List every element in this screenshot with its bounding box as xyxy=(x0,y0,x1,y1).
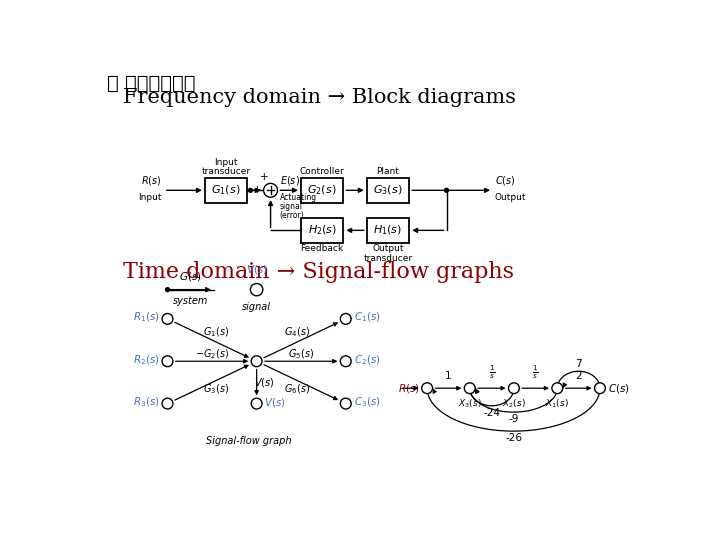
Text: Output
transducer: Output transducer xyxy=(364,244,413,263)
Text: $X_2(s)$: $X_2(s)$ xyxy=(502,397,526,410)
Text: Time domain → Signal-flow graphs: Time domain → Signal-flow graphs xyxy=(122,261,513,283)
Text: $G_5(s)$: $G_5(s)$ xyxy=(288,348,314,361)
Text: $X_3(s)$: $X_3(s)$ xyxy=(458,397,482,410)
Bar xyxy=(366,218,409,242)
Text: 2: 2 xyxy=(575,372,582,381)
Text: $G(s)$: $G(s)$ xyxy=(179,271,202,284)
Circle shape xyxy=(422,383,433,394)
Text: $G_2(s)$: $G_2(s)$ xyxy=(307,184,337,197)
Text: $R_3(s)$: $R_3(s)$ xyxy=(133,395,160,409)
Circle shape xyxy=(341,314,351,325)
Text: $R_2(s)$: $R_2(s)$ xyxy=(133,353,160,367)
Text: $V(s)$: $V(s)$ xyxy=(264,396,286,409)
Circle shape xyxy=(341,356,351,367)
Text: -26: -26 xyxy=(505,434,522,443)
Text: Input
transducer: Input transducer xyxy=(202,158,251,177)
Text: $E(s)$: $E(s)$ xyxy=(280,174,300,187)
Text: Frequency domain → Block diagrams: Frequency domain → Block diagrams xyxy=(122,88,516,107)
Circle shape xyxy=(251,356,262,367)
Text: Controller: Controller xyxy=(300,167,344,177)
Text: $C(s)$: $C(s)$ xyxy=(608,382,629,395)
Text: $G_3(s)$: $G_3(s)$ xyxy=(373,184,402,197)
Circle shape xyxy=(251,398,262,409)
Text: Actuating
signal
(error): Actuating signal (error) xyxy=(280,193,317,220)
Text: -9: -9 xyxy=(508,414,518,424)
Text: 7: 7 xyxy=(575,359,582,369)
Text: $C_2(s)$: $C_2(s)$ xyxy=(354,353,380,367)
Text: $\frac{1}{s}$: $\frac{1}{s}$ xyxy=(489,364,495,381)
Circle shape xyxy=(595,383,606,394)
Text: $H_1(s)$: $H_1(s)$ xyxy=(374,224,402,237)
Text: $G_4(s)$: $G_4(s)$ xyxy=(284,326,310,339)
Circle shape xyxy=(166,288,169,292)
Circle shape xyxy=(162,398,173,409)
Circle shape xyxy=(251,284,263,296)
Bar xyxy=(204,178,248,202)
Text: +: + xyxy=(260,172,269,182)
Text: Feedback: Feedback xyxy=(300,244,343,253)
Text: $R_1(s)$: $R_1(s)$ xyxy=(133,310,160,324)
Text: Plant: Plant xyxy=(377,167,400,177)
Circle shape xyxy=(341,398,351,409)
Text: $G_6(s)$: $G_6(s)$ xyxy=(284,382,310,396)
Text: Signal-flow graph: Signal-flow graph xyxy=(206,436,292,446)
Text: Output: Output xyxy=(495,193,526,201)
Text: $G_1(s)$: $G_1(s)$ xyxy=(203,326,229,339)
Circle shape xyxy=(508,383,519,394)
Text: $C_3(s)$: $C_3(s)$ xyxy=(354,395,380,409)
Circle shape xyxy=(264,184,277,197)
Text: $X_1(s)$: $X_1(s)$ xyxy=(546,397,570,410)
Bar xyxy=(301,218,343,242)
Text: $V(s)$: $V(s)$ xyxy=(254,376,274,389)
Text: signal: signal xyxy=(242,302,271,312)
Circle shape xyxy=(162,314,173,325)
Circle shape xyxy=(552,383,563,394)
Text: $R(s)$: $R(s)$ xyxy=(142,174,162,187)
Bar xyxy=(366,178,409,202)
Circle shape xyxy=(464,383,475,394)
Text: Input: Input xyxy=(138,193,162,201)
Text: 1: 1 xyxy=(445,372,451,381)
Text: $V(s)$: $V(s)$ xyxy=(246,263,267,276)
Text: system: system xyxy=(173,296,208,306)
Text: $\frac{1}{s}$: $\frac{1}{s}$ xyxy=(532,364,539,381)
Text: $-G_2(s)$: $-G_2(s)$ xyxy=(195,348,229,361)
Circle shape xyxy=(248,188,253,192)
Text: +: + xyxy=(253,185,261,194)
Text: $G_1(s)$: $G_1(s)$ xyxy=(211,184,240,197)
Bar xyxy=(301,178,343,202)
Text: $R(s)$: $R(s)$ xyxy=(397,382,419,395)
Text: -24: -24 xyxy=(483,408,500,418)
Text: $C_1(s)$: $C_1(s)$ xyxy=(354,310,380,324)
Text: ・ 系統表示法：: ・ 系統表示法： xyxy=(107,74,196,93)
Text: $H_2(s)$: $H_2(s)$ xyxy=(307,224,337,237)
Circle shape xyxy=(444,188,449,192)
Circle shape xyxy=(162,356,173,367)
Text: $C(s)$: $C(s)$ xyxy=(495,174,516,187)
Text: $G_3(s)$: $G_3(s)$ xyxy=(203,382,229,396)
